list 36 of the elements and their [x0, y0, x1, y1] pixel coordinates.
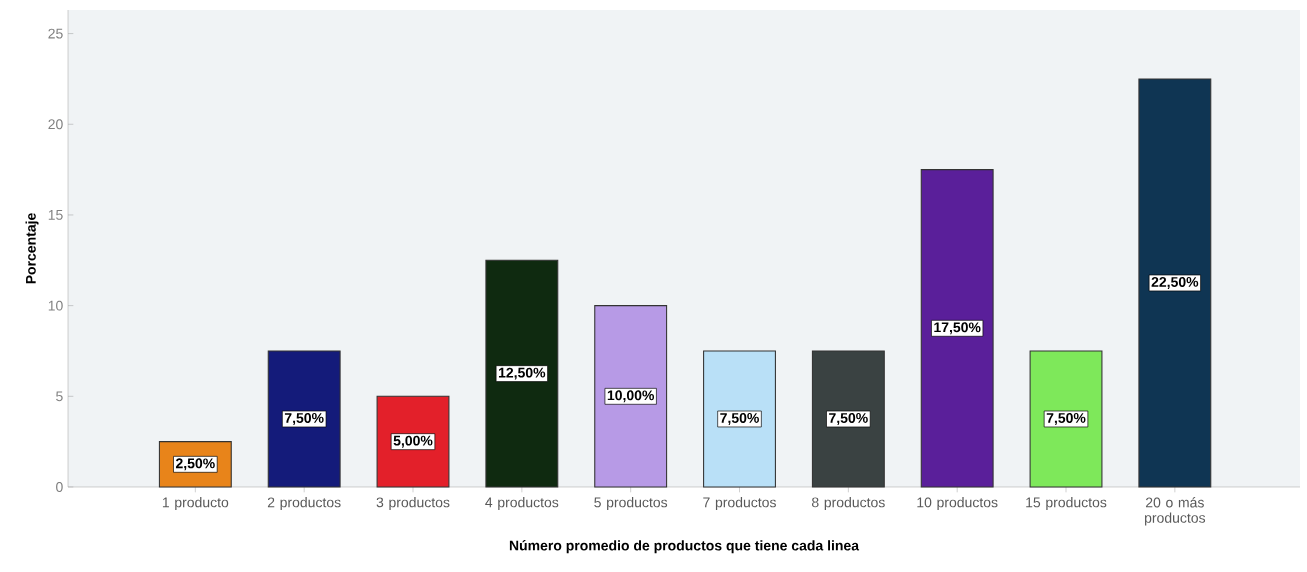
data-label: 7,50%	[284, 413, 324, 425]
bar	[811, 350, 885, 488]
bar	[485, 259, 559, 488]
data-label: 10,00%	[607, 390, 655, 403]
x-tick-label: 2 productos	[267, 497, 341, 511]
data-label: 2,50%	[175, 458, 215, 471]
y-tick-label: 5	[56, 391, 63, 402]
y-tick-label: 15	[48, 210, 63, 220]
data-label: 22,50%	[1151, 277, 1199, 289]
y-tick-label: 10	[48, 300, 63, 311]
bar	[1138, 78, 1212, 488]
bar	[1029, 350, 1103, 488]
x-tick-label: 5 productos	[594, 497, 668, 511]
bar	[267, 350, 341, 488]
bar	[594, 305, 668, 488]
bar	[920, 169, 994, 488]
data-label: 7,50%	[1046, 413, 1086, 425]
x-tick-label: 8 productos	[811, 497, 885, 511]
y-axis-title: Porcentaje	[25, 213, 39, 284]
x-tick-label: 20 o más productos	[1145, 497, 1206, 526]
x-tick-label: 15 productos	[1026, 497, 1107, 511]
x-tick-label: 4 productos	[485, 497, 559, 511]
data-label: 5,00%	[393, 435, 433, 448]
y-tick-label: 20	[48, 119, 63, 130]
data-label: 7,50%	[720, 413, 759, 425]
data-label: 12,50%	[498, 367, 546, 380]
y-tick-label: 0	[56, 482, 63, 492]
bar	[703, 350, 776, 488]
data-label: 7,50%	[829, 413, 868, 425]
data-label: 17,50%	[934, 322, 981, 335]
y-tick-label: 25	[48, 28, 63, 39]
x-tick-label: 1 producto	[162, 497, 229, 511]
x-axis-title: Número promedio de productos que tiene cada linea	[509, 540, 860, 554]
x-tick-label: 10 productos	[917, 497, 998, 511]
x-tick-label: 7 productos	[703, 497, 776, 511]
x-tick-label: 3 productos	[376, 497, 450, 511]
